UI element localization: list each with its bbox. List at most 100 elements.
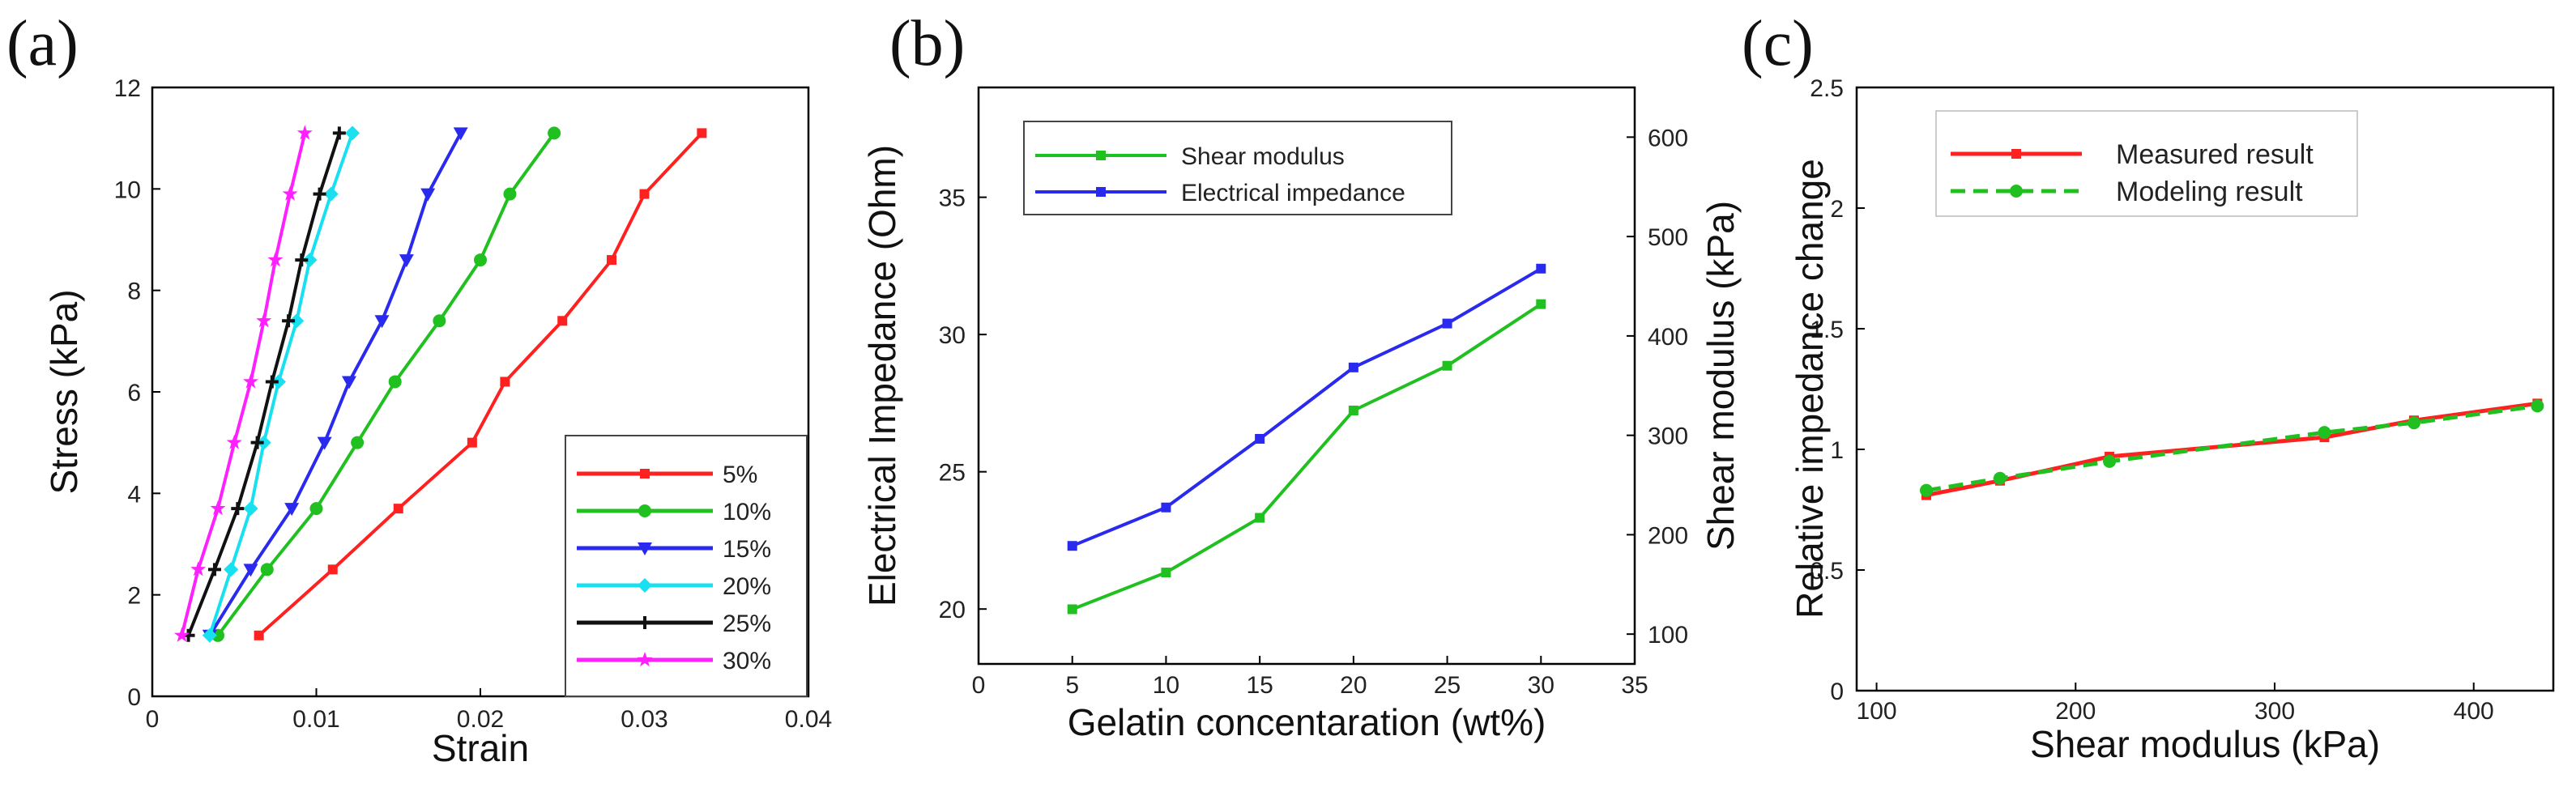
- legend-marker: [638, 578, 652, 593]
- data-point: [2318, 426, 2331, 440]
- data-point: [190, 561, 207, 576]
- data-point: [2103, 454, 2117, 468]
- data-point: [433, 314, 446, 328]
- data-point: [1536, 299, 1546, 309]
- data-point: [282, 314, 296, 328]
- panel-b-series: [1067, 263, 1546, 615]
- panel-c-label: (c): [1742, 8, 1814, 79]
- data-point: [1993, 471, 2007, 485]
- data-point: [256, 435, 271, 450]
- y-tick-label: 10: [114, 177, 141, 203]
- y-tick-label: 1.5: [1810, 317, 1844, 343]
- panel-c-series: [1920, 398, 2544, 500]
- data-point: [1442, 360, 1452, 371]
- panel-b-x-axis-title: Gelatin concentaration (wt%): [1068, 701, 1546, 743]
- legend-label: 5%: [723, 462, 757, 488]
- data-point: [1442, 318, 1452, 329]
- data-point: [313, 187, 326, 201]
- x-tick-label: 0.01: [292, 706, 339, 733]
- y-tick-label: 20: [939, 597, 966, 623]
- legend-label: 20%: [723, 573, 771, 600]
- legend-label: Measured result: [2116, 139, 2314, 170]
- panel-b-right-y-axis-title: Shear modulus (kPa): [1700, 201, 1742, 551]
- x-tick-label: 25: [1434, 672, 1461, 699]
- data-point: [260, 563, 274, 576]
- data-point: [1348, 405, 1358, 415]
- data-point: [1255, 433, 1265, 444]
- legend-label: Shear modulus: [1181, 143, 1345, 170]
- data-point: [467, 437, 477, 448]
- y-tick-label: 200: [1648, 522, 1688, 549]
- data-point: [243, 501, 258, 517]
- legend-label: 30%: [723, 648, 771, 674]
- panel-a-legend-entries: 5% 10% 15% 20% 25% 30%: [577, 462, 771, 674]
- data-point: [351, 436, 365, 449]
- data-point: [302, 253, 318, 268]
- panel-c-ticks: 100 200 300 400 0 0.5 1 1.5 2 2.5: [1810, 75, 2493, 725]
- series-line-modeling-result: [1926, 403, 2538, 493]
- data-point: [1348, 362, 1358, 372]
- legend-marker: [1096, 187, 1106, 197]
- data-point: [296, 125, 313, 140]
- panel-a-legend: 5% 10% 15% 20% 25% 30%: [565, 435, 808, 697]
- x-tick-label: 0.02: [457, 706, 504, 733]
- panel-a-ticks: 0 0.01 0.02 0.03 0.04 0 2 4 6 8 10 12: [114, 75, 833, 733]
- y-tick-label: 25: [939, 460, 966, 487]
- legend-label: 25%: [723, 610, 771, 637]
- data-point: [271, 374, 286, 389]
- panel-c: (c) 100 200 300 400 0 0.5 1 1.5 2 2.5 Shear modul…: [1742, 8, 2555, 765]
- data-point: [420, 188, 436, 202]
- data-point: [224, 562, 239, 577]
- legend-marker: [638, 504, 651, 517]
- x-tick-label: 0.03: [621, 706, 667, 733]
- data-point: [284, 503, 300, 517]
- x-tick-label: 30: [1528, 672, 1555, 699]
- y-tick-label: 600: [1648, 125, 1688, 151]
- y-tick-label: 30: [939, 322, 966, 349]
- legend-label: Electrical impedance: [1181, 180, 1405, 206]
- legend-label: Modeling result: [2116, 177, 2303, 207]
- data-point: [256, 313, 272, 328]
- data-point: [282, 185, 298, 201]
- y-tick-label: 35: [939, 185, 966, 212]
- data-point: [267, 252, 284, 267]
- data-point: [1161, 568, 1171, 578]
- panel-b-legend-box: [1023, 121, 1452, 215]
- x-tick-label: 0: [146, 706, 160, 733]
- legend-label: 15%: [723, 536, 771, 563]
- series-line-electrical-impedance: [1071, 267, 1542, 548]
- legend-marker: [640, 469, 650, 479]
- data-point: [327, 564, 338, 575]
- data-point: [453, 127, 468, 141]
- data-point: [250, 436, 264, 449]
- panel-a-series: [173, 125, 707, 643]
- data-point: [309, 502, 323, 516]
- panel-a: (a) 0 0.01 0.02 0.03 0.04 0 2 4 6 8 10 12 Strain St…: [6, 8, 832, 769]
- x-tick-label: 400: [2454, 698, 2494, 725]
- legend-marker: [638, 616, 651, 629]
- data-point: [1920, 483, 1933, 497]
- y-tick-label: 100: [1648, 622, 1688, 649]
- y-tick-label: 500: [1648, 224, 1688, 251]
- data-point: [323, 186, 339, 202]
- panel-b-plot-frame: [977, 86, 1636, 666]
- y-tick-label: 300: [1648, 423, 1688, 450]
- data-point: [202, 627, 217, 643]
- y-tick-label: 12: [114, 75, 141, 102]
- x-tick-label: 0: [972, 672, 986, 699]
- data-point: [342, 376, 356, 389]
- data-point: [557, 316, 568, 326]
- legend-marker: [1096, 151, 1106, 160]
- data-point: [548, 126, 561, 140]
- x-tick-label: 15: [1246, 672, 1273, 699]
- x-tick-label: 5: [1065, 672, 1079, 699]
- data-point: [388, 375, 402, 389]
- panel-c-legend-box: [1935, 110, 2358, 217]
- y-tick-label: 2: [1830, 196, 1844, 223]
- data-point: [607, 255, 616, 266]
- y-tick-label: 0.5: [1810, 558, 1844, 585]
- data-point: [374, 315, 390, 329]
- legend-label: 10%: [723, 499, 771, 525]
